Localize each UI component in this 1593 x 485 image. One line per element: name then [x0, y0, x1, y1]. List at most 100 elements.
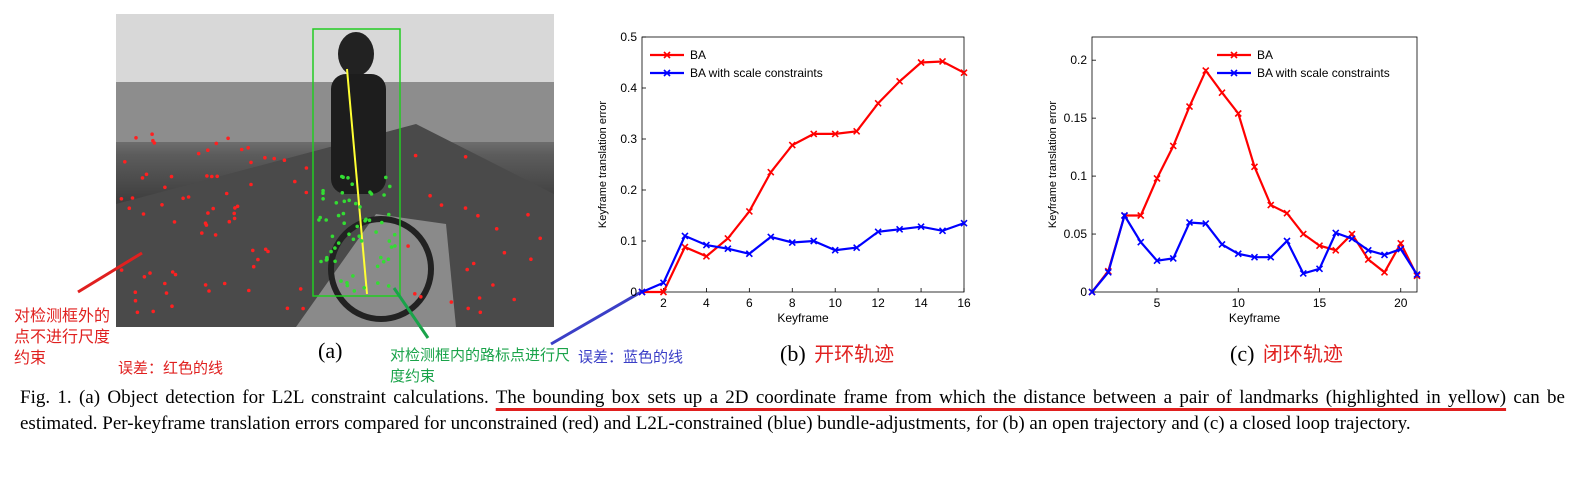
outside-landmark-point	[186, 195, 191, 199]
outside-landmark-point	[151, 309, 155, 314]
series-line	[1091, 212, 1418, 293]
outside-landmark-point	[210, 174, 214, 179]
data-point-marker	[938, 227, 947, 235]
inside-landmark-point	[354, 201, 358, 206]
y-tick-label: 0.15	[1064, 111, 1088, 125]
inside-landmark-point	[375, 264, 380, 269]
figure-caption: Fig. 1. (a) Object detection for L2L con…	[20, 385, 1565, 437]
inside-landmark-point	[350, 182, 354, 186]
data-point-marker	[1234, 250, 1242, 258]
rider-head	[338, 32, 374, 76]
caption-b: (b) 开环轨迹	[780, 338, 894, 367]
title-b: 开环轨迹	[814, 342, 895, 366]
inside-landmark-point	[357, 234, 361, 238]
data-point-marker	[1364, 255, 1372, 264]
legend-marker	[663, 69, 671, 77]
legend-label: BA with scale constraints	[1257, 66, 1390, 80]
caption-c: (c) 闭环轨迹	[1230, 338, 1343, 367]
outside-landmark-point	[235, 204, 240, 209]
caption-part1: Fig. 1. (a) Object detection for L2L con…	[20, 387, 496, 408]
data-point-marker	[831, 130, 839, 138]
inside-landmark-point	[336, 241, 341, 245]
blue-annotation-arrow	[550, 290, 642, 346]
outside-landmark-point	[134, 136, 138, 140]
inside-landmark-point	[380, 220, 384, 225]
data-point-marker	[1413, 271, 1421, 279]
chart-open-trajectory: 2 4 6 8 10 12 14 16 0 0.1 0.2 0.3 0.4 0.5 Keyframe Keyf…	[590, 22, 980, 337]
y-axis-label: Keyframe translation error	[1047, 101, 1059, 228]
inside-landmark-point	[382, 193, 386, 197]
outside-landmark-point	[233, 206, 237, 210]
green-note: 对检测框内的路标点进行尺度约束	[390, 346, 571, 385]
inside-landmark-point	[329, 249, 333, 254]
inside-landmark-point	[333, 246, 337, 250]
outside-landmark-point	[298, 287, 303, 291]
inside-landmark-point	[359, 239, 364, 243]
outside-landmark-point	[251, 264, 256, 269]
inside-landmark-point	[345, 283, 350, 288]
data-point-marker	[1348, 235, 1356, 243]
sublabel-b: (b)	[780, 341, 806, 366]
chart-b-svg: 2 4 6 8 10 12 14 16 0 0.1 0.2 0.3 0.4 0.5 Keyframe Keyf…	[597, 30, 971, 325]
y-tick-label: 0	[630, 285, 637, 299]
legend-label: BA	[690, 48, 706, 62]
outside-landmark-point	[476, 213, 480, 218]
outside-landmark-point	[239, 147, 244, 152]
outside-landmark-point	[135, 310, 140, 315]
outside-landmark-point	[478, 310, 483, 315]
outside-landmark-point	[256, 257, 260, 262]
outside-landmark-point	[538, 236, 542, 241]
data-point-marker	[960, 69, 968, 77]
x-tick-label: 16	[957, 296, 971, 310]
data-point-marker	[745, 207, 753, 215]
red-note: 对检测框外的点不进行尺度约束	[14, 306, 111, 367]
inside-landmark-point	[324, 218, 328, 222]
inside-landmark-point	[317, 218, 321, 222]
y-tick-label: 0	[1080, 285, 1087, 299]
data-point-marker	[1104, 268, 1112, 276]
outside-landmark-point	[196, 151, 201, 156]
outside-landmark-point	[172, 220, 177, 224]
data-point-marker	[1299, 230, 1307, 238]
x-tick-label: 10	[1232, 296, 1246, 310]
data-point-marker	[1218, 240, 1226, 249]
inside-landmark-point	[352, 289, 357, 293]
legend-label: BA	[1257, 48, 1273, 62]
outside-landmark-point	[226, 136, 230, 141]
data-point-marker	[853, 244, 861, 252]
outside-landmark-point	[249, 160, 253, 165]
outside-landmark-point	[304, 166, 309, 170]
blue-error-note: 误差：蓝色的线	[578, 348, 684, 366]
inside-landmark-point	[333, 259, 337, 264]
bicycle-wheel	[328, 216, 434, 322]
data-point-marker	[638, 288, 646, 296]
outside-landmark-point	[163, 185, 167, 190]
caption-underlined: The bounding box sets up a 2D coordinate…	[495, 387, 1507, 408]
data-point-marker	[1202, 67, 1210, 75]
data-point-marker	[724, 245, 732, 253]
data-point-marker	[767, 168, 775, 176]
y-tick-label: 0.1	[620, 234, 637, 248]
y-tick-label: 0.5	[620, 30, 637, 44]
data-point-marker	[1267, 201, 1275, 209]
outside-landmark-point	[160, 203, 164, 207]
outside-landmark-point	[282, 158, 287, 162]
outside-landmark-point	[215, 174, 219, 179]
outside-landmark-point	[471, 261, 476, 266]
outside-landmark-point	[205, 174, 209, 178]
outside-landmark-point	[251, 248, 255, 253]
data-point-marker	[874, 99, 882, 107]
series-line	[642, 60, 965, 294]
outside-landmark-point	[207, 289, 211, 293]
outside-landmark-point	[224, 191, 229, 196]
outside-landmark-point	[133, 290, 138, 295]
data-point-marker	[1153, 174, 1161, 182]
y-tick-label: 0.3	[620, 132, 637, 146]
legend-marker	[1230, 69, 1238, 77]
outside-landmark-point	[206, 148, 210, 152]
data-point-marker	[1299, 269, 1307, 278]
title-c: 闭环轨迹	[1262, 342, 1343, 366]
bounding-box	[312, 28, 401, 297]
data-point-marker	[1218, 89, 1226, 97]
outside-landmark-point	[304, 190, 309, 195]
